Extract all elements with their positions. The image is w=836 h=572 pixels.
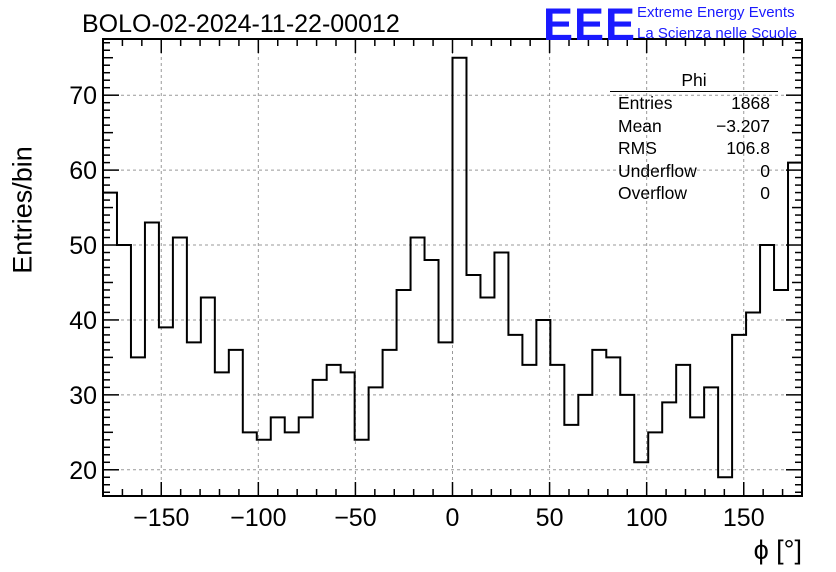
stats-value: −3.207 [715, 115, 770, 136]
stats-label: Underflow [618, 160, 697, 181]
stats-label: RMS [618, 138, 657, 158]
x-tick-label: −150 [133, 504, 189, 532]
stats-label: Overflow [618, 183, 688, 203]
stats-box: Phi Entries 1868 Mean −3.207 RMS 106.8 U… [610, 70, 778, 205]
y-tick-label: 20 [69, 457, 97, 485]
axis-ticks [102, 39, 803, 496]
y-tick-label: 40 [69, 307, 97, 335]
logo-caption-line1: Extreme Energy Events [637, 4, 795, 21]
y-tick-label: 30 [69, 382, 97, 410]
stats-label: Entries [618, 93, 673, 113]
histogram-title: BOLO-02-2024-11-22-00012 [82, 10, 400, 38]
x-tick-label: 0 [446, 504, 460, 532]
stats-row-entries: Entries 1868 [610, 92, 778, 115]
stats-value: 0 [760, 160, 770, 181]
x-tick-label: −50 [334, 504, 376, 532]
x-tick-label: 100 [626, 504, 668, 532]
y-tick-label: 60 [69, 157, 97, 185]
stats-row-overflow: Overflow 0 [610, 182, 778, 205]
y-tick-label: 70 [69, 82, 97, 110]
logo-caption-line2: La Scienza nelle Scuole [637, 25, 798, 42]
x-tick-label: −100 [230, 504, 286, 532]
stats-value: 0 [760, 183, 770, 203]
x-tick-label: 150 [723, 504, 765, 532]
x-axis-label: ϕ [°] [753, 535, 802, 565]
stats-box-title: Phi [610, 70, 778, 92]
stats-label: Mean [618, 115, 662, 136]
histogram-line [102, 56, 803, 496]
stats-row-rms: RMS 106.8 [610, 137, 778, 160]
stats-row-mean: Mean −3.207 [610, 115, 778, 138]
stats-row-underflow: Underflow 0 [610, 160, 778, 183]
y-tick-label: 50 [69, 232, 97, 260]
stats-value: 106.8 [726, 138, 770, 158]
y-axis-label-text: Entries/bin [7, 146, 38, 274]
eee-logo: EEE [543, 0, 637, 50]
stats-value: 1868 [731, 93, 770, 113]
x-tick-label: 50 [536, 504, 564, 532]
tick-labels: −150 −100 −50 0 50 100 150 20 30 40 50 60 70 [69, 82, 764, 532]
y-axis-label: Entries/bin [5, 110, 41, 310]
